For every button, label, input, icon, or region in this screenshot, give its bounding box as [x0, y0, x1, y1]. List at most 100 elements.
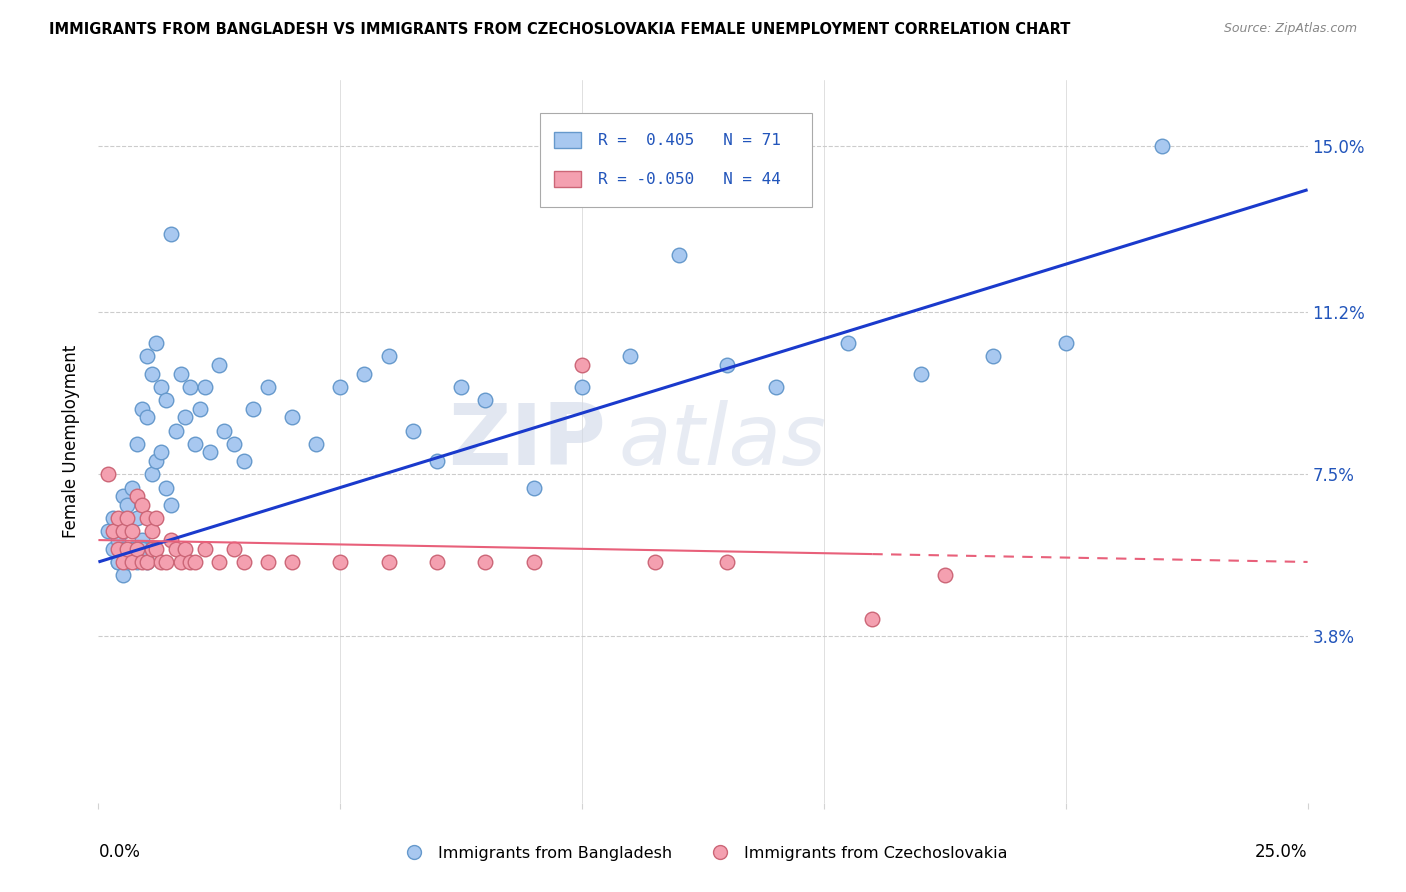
Point: [256, 555, 278, 569]
Point: [141, 467, 163, 482]
Point: [155, 392, 177, 407]
Point: [131, 401, 153, 416]
Point: [305, 436, 328, 450]
Point: [155, 481, 177, 495]
Point: [571, 380, 593, 394]
Point: [101, 524, 124, 539]
Point: [668, 248, 690, 262]
Point: [121, 481, 143, 495]
Legend: Immigrants from Bangladesh, Immigrants from Czechoslovakia: Immigrants from Bangladesh, Immigrants f…: [392, 839, 1014, 867]
Point: [135, 349, 157, 363]
Point: [107, 511, 129, 525]
Point: [150, 380, 173, 394]
Point: [97, 467, 120, 482]
Point: [523, 555, 546, 569]
Point: [107, 533, 129, 547]
Point: [107, 555, 129, 569]
Text: 25.0%: 25.0%: [1256, 843, 1308, 861]
Point: [426, 555, 449, 569]
Point: [329, 555, 352, 569]
Point: [145, 336, 167, 351]
Point: [141, 524, 163, 539]
Point: [242, 401, 264, 416]
Point: [127, 541, 149, 556]
Point: [121, 541, 143, 556]
Text: R =  0.405   N = 71: R = 0.405 N = 71: [598, 133, 780, 148]
Point: [208, 358, 231, 372]
Point: [160, 533, 183, 547]
Point: [212, 424, 235, 438]
Point: [910, 367, 932, 381]
Point: [141, 367, 163, 381]
Point: [135, 555, 157, 569]
Point: [101, 541, 124, 556]
Text: R = -0.050   N = 44: R = -0.050 N = 44: [598, 172, 780, 186]
Text: Source: ZipAtlas.com: Source: ZipAtlas.com: [1223, 22, 1357, 36]
Point: [377, 349, 399, 363]
Point: [256, 380, 278, 394]
Point: [141, 541, 163, 556]
Point: [353, 367, 375, 381]
Point: [184, 555, 207, 569]
Point: [127, 555, 149, 569]
Point: [117, 541, 139, 556]
Point: [571, 358, 593, 372]
Y-axis label: Female Unemployment: Female Unemployment: [62, 345, 80, 538]
Point: [155, 555, 177, 569]
Point: [127, 489, 149, 503]
Point: [169, 367, 191, 381]
Point: [837, 336, 859, 351]
Point: [135, 555, 157, 569]
Point: [145, 511, 167, 525]
Point: [117, 555, 139, 569]
Point: [194, 380, 217, 394]
Point: [281, 410, 304, 425]
Text: 0.0%: 0.0%: [98, 843, 141, 861]
Point: [981, 349, 1004, 363]
Point: [165, 424, 187, 438]
Point: [232, 555, 254, 569]
Point: [450, 380, 472, 394]
Point: [145, 454, 167, 468]
Point: [523, 481, 546, 495]
Point: [174, 410, 197, 425]
Point: [474, 555, 496, 569]
Point: [194, 541, 217, 556]
Point: [165, 541, 187, 556]
Point: [131, 498, 153, 512]
Point: [131, 533, 153, 547]
Point: [117, 555, 139, 569]
Point: [121, 524, 143, 539]
Point: [716, 555, 738, 569]
Point: [111, 568, 134, 582]
Point: [377, 555, 399, 569]
Point: [131, 541, 153, 556]
Point: [117, 511, 139, 525]
FancyBboxPatch shape: [554, 132, 581, 148]
Point: [111, 555, 134, 569]
Point: [131, 555, 153, 569]
Point: [127, 436, 149, 450]
Point: [141, 541, 163, 556]
Point: [1152, 139, 1174, 153]
Text: ZIP: ZIP: [449, 400, 606, 483]
Point: [1054, 336, 1077, 351]
Point: [107, 555, 129, 569]
Text: atlas: atlas: [619, 400, 827, 483]
Point: [402, 424, 425, 438]
Point: [135, 511, 157, 525]
Point: [107, 541, 129, 556]
Point: [117, 498, 139, 512]
Point: [160, 227, 183, 241]
Text: IMMIGRANTS FROM BANGLADESH VS IMMIGRANTS FROM CZECHOSLOVAKIA FEMALE UNEMPLOYMENT: IMMIGRANTS FROM BANGLADESH VS IMMIGRANTS…: [49, 22, 1070, 37]
Point: [329, 380, 352, 394]
Point: [127, 511, 149, 525]
Point: [179, 380, 201, 394]
Point: [135, 541, 157, 556]
Point: [716, 358, 738, 372]
Point: [111, 524, 134, 539]
Point: [222, 541, 245, 556]
Point: [101, 511, 124, 525]
Point: [426, 454, 449, 468]
Point: [111, 489, 134, 503]
